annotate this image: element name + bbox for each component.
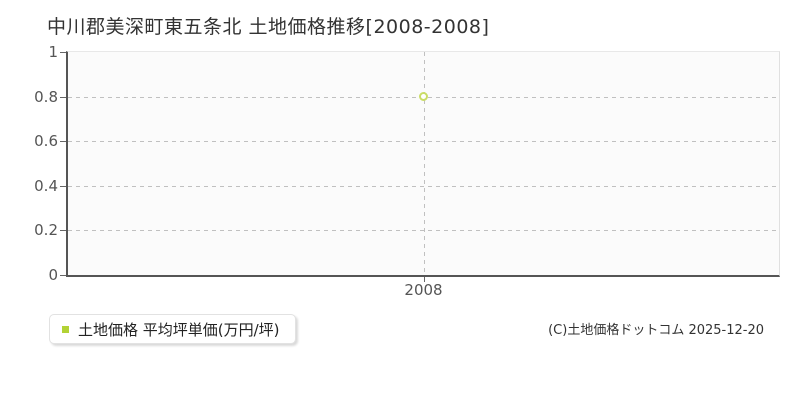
legend-label: 土地価格 平均坪単価(万円/坪) [78,320,280,339]
y-tick-label: 0.8 [34,87,58,106]
y-axis-tick [60,185,66,187]
y-axis-tick [60,230,66,232]
y-tick-label: 0.2 [34,221,58,240]
data-point[interactable] [419,92,428,102]
x-axis-tick [423,277,425,282]
y-tick-label: 1 [48,43,58,61]
y-tick-label: 0.6 [34,132,58,151]
y-tick-label: 0.4 [34,176,58,195]
y-axis-tick [60,275,66,276]
copyright-text: (C)土地価格ドットコム 2025-12-20 [548,323,764,338]
chart-title: 中川郡美深町東五条北 土地価格推移[2008-2008] [47,16,490,38]
y-axis-tick [60,96,66,98]
plot-area [66,51,780,277]
x-tick-label: 2008 [404,281,443,299]
y-tick-label: 0 [48,266,58,284]
legend-marker-swatch [62,325,69,333]
plot-gridlines [68,52,779,275]
y-axis-tick [60,141,66,143]
legend: 土地価格 平均坪単価(万円/坪) [49,314,296,344]
y-axis-tick [60,52,66,53]
x-gridline [423,52,425,275]
